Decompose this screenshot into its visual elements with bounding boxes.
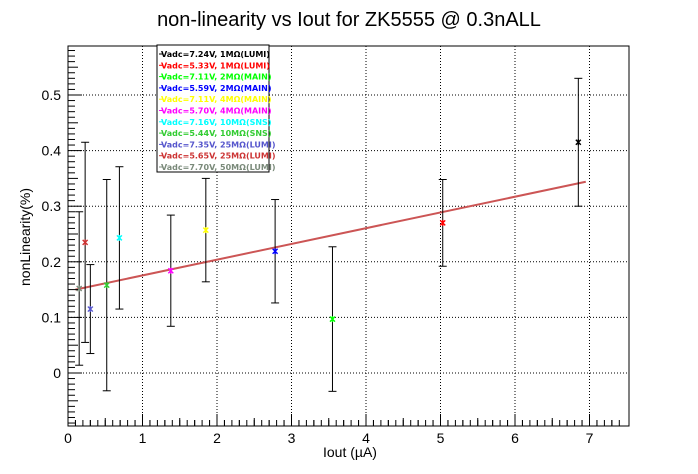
data-point — [82, 239, 89, 246]
data-point — [116, 234, 123, 241]
x-tick-label: 2 — [213, 430, 221, 446]
legend: Vadc=7.24V, 1MΩ(LUMI) Vadc=5.33V, 1MΩ(LUM… — [156, 44, 276, 173]
chart-title: non-linearity vs Iout for ZK5555 @ 0.3nA… — [157, 9, 541, 31]
x-tick-label: 7 — [586, 430, 594, 446]
legend-entry: Vadc=5.33V, 1MΩ(LUMI) — [161, 61, 270, 70]
data-point — [103, 282, 110, 289]
legend-entry: Vadc=7.24V, 1MΩ(LUMI) — [161, 50, 270, 59]
y-tick-label: 0.1 — [42, 309, 62, 325]
y-tick-label: 0.5 — [42, 87, 62, 103]
data-point — [87, 306, 94, 313]
fit-line-group — [75, 180, 586, 291]
data-point — [202, 227, 209, 234]
legend-entry: Vadc=7.70V, 50MΩ(LUMI) — [161, 163, 276, 172]
legend-entry: Vadc=5.65V, 25MΩ(LUMI) — [161, 152, 276, 161]
data-point — [167, 267, 174, 274]
y-tick-label: 0 — [53, 365, 61, 381]
legend-entry: Vadc=7.16V, 10MΩ(SNS) — [161, 118, 271, 127]
legend-entry: Vadc=5.59V, 2MΩ(MAIN) — [161, 84, 272, 93]
data-points — [75, 77, 583, 392]
fit-line — [75, 180, 586, 291]
y-axis-label: nonLinearity(%) — [17, 188, 33, 286]
legend-box — [156, 44, 270, 173]
grid — [68, 46, 629, 426]
x-tick-label: 1 — [139, 430, 147, 446]
y-tick-label: 0.4 — [42, 143, 62, 159]
x-tick-label: 5 — [437, 430, 445, 446]
plot-frame — [67, 45, 630, 427]
x-tick-label: 0 — [64, 430, 72, 446]
data-point — [272, 248, 279, 255]
y-tick-label: 0.2 — [42, 254, 62, 270]
legend-entry: Vadc=5.70V, 4MΩ(MAIN) — [161, 107, 272, 116]
legend-entry: Vadc=7.11V, 4MΩ(MAIN) — [161, 95, 272, 104]
legend-entry: Vadc=7.35V, 25MΩ(LUMI) — [161, 140, 276, 149]
data-point — [575, 139, 582, 146]
data-point — [439, 219, 446, 226]
x-tick-label: 6 — [511, 430, 519, 446]
legend-entry: Vadc=7.11V, 2MΩ(MAIN) — [161, 73, 272, 82]
x-tick-label: 4 — [362, 430, 370, 446]
x-axis-label: Iout (µA) — [323, 444, 377, 460]
legend-entry: Vadc=5.44V, 10MΩ(SNS) — [161, 129, 271, 138]
axes: 0 1 2 3 4 5 6 7 0 0.1 0.2 0.3 0.4 0.5 — [42, 50, 620, 446]
x-tick-label: 3 — [288, 430, 296, 446]
data-point — [329, 316, 336, 323]
data-point — [76, 285, 83, 292]
y-tick-label: 0.3 — [42, 198, 62, 214]
